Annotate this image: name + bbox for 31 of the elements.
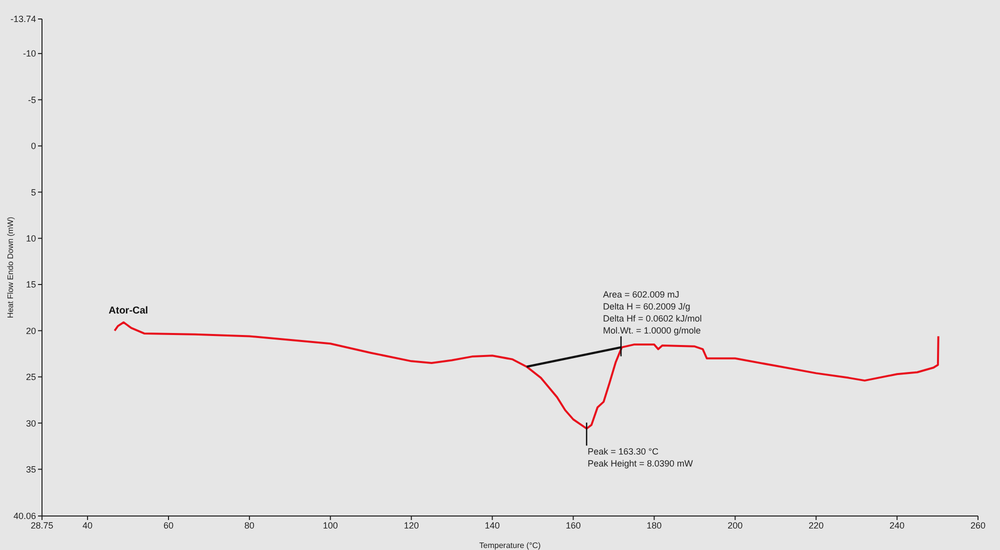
x-tick-label: 180 [646, 520, 662, 530]
x-tick-label: 100 [322, 520, 338, 530]
y-tick-label: 5 [30, 187, 36, 198]
y-axis-title: Heat Flow Endo Down (mW) [6, 216, 15, 318]
y-tick-label: 30 [26, 418, 36, 428]
x-tick-label: 120 [404, 520, 419, 530]
x-tick-label: 240 [890, 520, 905, 530]
x-tick-label: 80 [244, 520, 254, 530]
y-tick-label: 10 [26, 234, 36, 244]
annotation: Area = 602.009 mJ Delta H = 60.2009 J/g Delta Hf = 0.0602 kJ/mol Mol.Wt. = 1.0000 g/mole [603, 289, 702, 336]
y-tick-label: 0 [30, 141, 36, 152]
x-tick-label: 220 [808, 520, 824, 530]
series-label: Ator-Cal [108, 306, 148, 317]
y-tick-label: 35 [26, 464, 36, 474]
x-tick-label: 28.75 [30, 520, 54, 530]
x-tick-label: 40 [82, 520, 93, 530]
x-tick-label: 260 [970, 520, 986, 530]
y-tick-label: -10 [22, 48, 36, 59]
y-tick-label: 20 [26, 326, 36, 336]
annotation: Peak = 163.30 °C Peak Height = 8.0390 mW [588, 446, 694, 469]
y-tick-label: -5 [28, 94, 36, 105]
y-tick-label: 25 [26, 372, 36, 382]
x-tick-label: 60 [163, 520, 174, 530]
y-tick-label: -13.74 [10, 14, 36, 24]
x-tick-label: 160 [566, 520, 581, 530]
x-axis-title: Temperature (°C) [479, 541, 542, 550]
y-tick-label: 15 [26, 280, 36, 290]
x-tick-label: 200 [728, 520, 743, 530]
x-tick-label: 140 [484, 520, 500, 530]
y-tick-label: 40.06 [13, 511, 36, 522]
line-series [114, 321, 940, 430]
